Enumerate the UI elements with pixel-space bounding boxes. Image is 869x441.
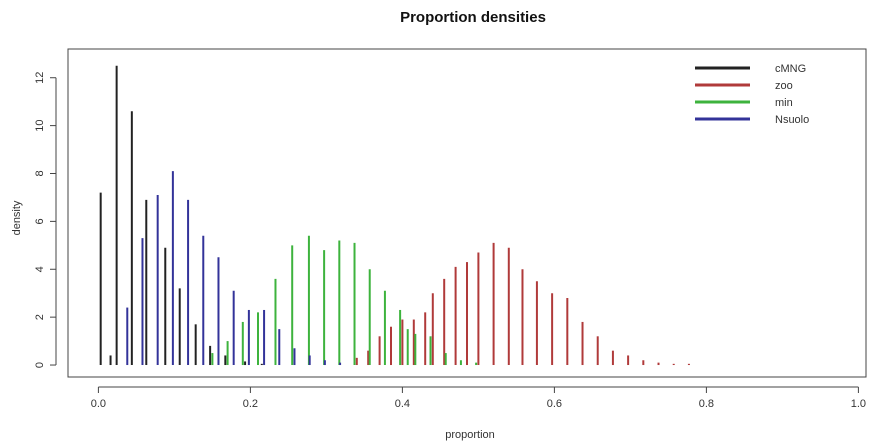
legend-label: cMNG	[775, 63, 806, 75]
legend-label: zoo	[775, 80, 793, 92]
plot-frame	[67, 48, 867, 378]
x-tick-label: 0.6	[547, 398, 562, 410]
x-tick-label: 0.0	[91, 398, 106, 410]
density-bars	[99, 65, 690, 366]
series-min	[211, 235, 478, 366]
series-cmng	[99, 65, 263, 366]
x-axis: 0.0 0.2 0.4 0.6 0.8 1.0	[91, 386, 866, 410]
legend-label: min	[775, 97, 793, 109]
legend: cMNG zoo min Nsuolo	[695, 63, 809, 126]
y-tick-label: 8	[34, 170, 46, 176]
x-tick-label: 0.2	[243, 398, 258, 410]
x-tick-label: 0.8	[699, 398, 714, 410]
y-tick-label: 0	[34, 362, 46, 368]
series-nsuolo	[126, 171, 342, 366]
y-tick-label: 2	[34, 314, 46, 320]
y-tick-label: 12	[34, 72, 46, 84]
x-axis-label: proportion	[445, 429, 495, 441]
y-tick-label: 4	[34, 266, 46, 272]
x-tick-label: 0.4	[395, 398, 410, 410]
y-tick-label: 6	[34, 218, 46, 224]
legend-label: Nsuolo	[775, 114, 809, 126]
x-tick-label: 1.0	[851, 398, 866, 410]
y-axis-label: density	[11, 200, 23, 235]
y-axis: 0 2 4 6 8 10 12	[34, 72, 57, 368]
chart-title: Proportion densities	[400, 9, 546, 26]
series-zoo	[355, 242, 690, 366]
y-tick-label: 10	[34, 119, 46, 131]
